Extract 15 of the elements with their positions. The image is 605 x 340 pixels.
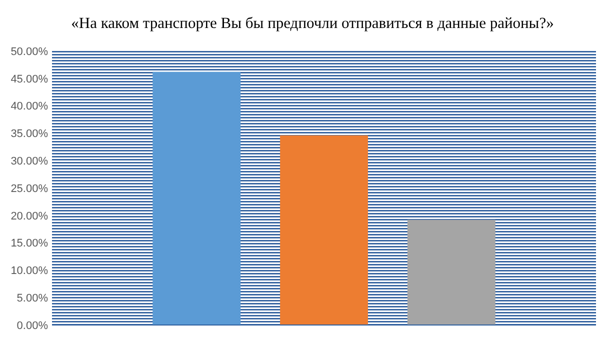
y-tick-label: 45.00% bbox=[10, 73, 48, 86]
bar bbox=[152, 72, 241, 325]
y-tick-label: 15.00% bbox=[10, 238, 48, 250]
y-tick-label: 25.00% bbox=[10, 182, 48, 195]
y-tick-label: 35.00% bbox=[10, 128, 48, 140]
y-tick-label: 10.00% bbox=[10, 265, 48, 278]
y-tick-label: 40.00% bbox=[10, 100, 48, 113]
y-tick-label: 50.00% bbox=[10, 46, 48, 58]
y-tick-label: 20.00% bbox=[10, 210, 48, 222]
bar bbox=[407, 220, 496, 325]
y-tick-label: 5.00% bbox=[16, 292, 48, 304]
chart-title: «На каком транспорте Вы бы предпочли отправиться в данные районы?» bbox=[71, 15, 554, 32]
y-tick-label: 30.00% bbox=[10, 155, 48, 168]
y-tick-label: 0.00% bbox=[16, 320, 48, 332]
bar bbox=[280, 135, 368, 325]
